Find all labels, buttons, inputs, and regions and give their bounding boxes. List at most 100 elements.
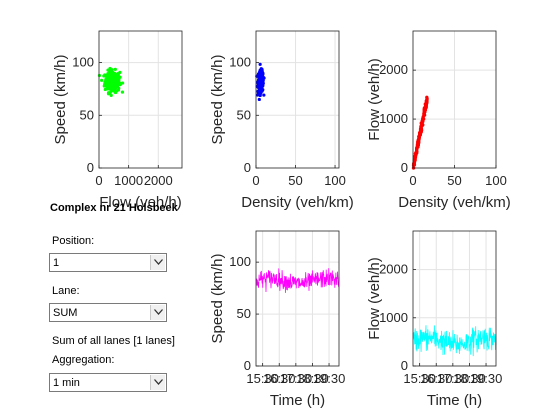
series-line <box>255 268 340 293</box>
x-tick-label: 2000 <box>144 173 173 188</box>
y-tick-label: 1000 <box>379 310 408 325</box>
position-dropdown[interactable]: 1 <box>49 253 167 272</box>
chevron-down-icon[interactable] <box>150 255 165 270</box>
x-tick-label: 19:30 <box>470 371 503 386</box>
y-tick-label: 0 <box>244 358 251 373</box>
data-point <box>419 128 423 132</box>
location-title: Complex nr 21 Holsbeek <box>50 202 178 214</box>
data-point <box>422 113 426 117</box>
x-axis-label: Time (h) <box>427 392 482 409</box>
plot-area <box>99 31 182 168</box>
chevron-down-icon[interactable] <box>150 305 165 320</box>
data-point <box>415 144 420 149</box>
data-point <box>97 73 102 78</box>
data-point <box>258 76 262 80</box>
data-point <box>258 93 262 98</box>
axes-box <box>255 230 340 367</box>
data-point <box>110 71 114 76</box>
x-axis-label: Density (veh/km) <box>241 194 354 211</box>
position-value: 1 <box>53 257 60 269</box>
x-tick-label: 17:30 <box>437 371 470 386</box>
x-tick-label: 0 <box>252 173 259 188</box>
data-point <box>418 130 422 135</box>
data-point <box>413 156 417 160</box>
y-axis-label: Speed (km/h) <box>209 54 226 144</box>
data-point <box>108 73 112 78</box>
x-tick-label: 15:30 <box>403 371 436 386</box>
plot-area <box>256 31 339 168</box>
data-point <box>260 77 265 81</box>
x-tick-label: 19:30 <box>313 371 346 386</box>
data-point <box>259 67 264 71</box>
data-point <box>417 135 422 140</box>
aggregation-value: 1 min <box>53 377 80 389</box>
data-point <box>412 162 416 167</box>
y-tick-label: 1000 <box>379 111 408 126</box>
data-point <box>117 82 121 86</box>
data-point <box>121 81 125 85</box>
x-tick-label: 100 <box>485 173 507 188</box>
axes-box <box>98 30 183 169</box>
data-point <box>258 79 262 83</box>
data-point <box>262 93 266 97</box>
data-point <box>104 73 108 77</box>
data-point <box>116 74 121 78</box>
data-point <box>109 93 113 98</box>
data-point <box>114 81 119 85</box>
x-tick-label: 100 <box>324 173 346 188</box>
y-tick-label: 100 <box>229 55 251 70</box>
axes-box <box>255 30 340 169</box>
lanes-summary: Sum of all lanes [1 lanes] <box>52 335 175 347</box>
chevron-down-icon[interactable] <box>150 375 165 390</box>
x-axis-label: Flow (veh/h) <box>99 194 182 211</box>
data-point <box>414 153 418 158</box>
data-point <box>114 76 118 80</box>
data-point <box>415 148 419 152</box>
data-point <box>258 62 262 66</box>
data-point <box>106 68 110 72</box>
data-point <box>116 88 121 92</box>
y-tick-label: 0 <box>87 160 94 175</box>
data-point <box>108 91 112 95</box>
chart-density-flow: 0 1000 2000 0 50 100 Density (veh/km) Flow (veh… <box>366 30 511 211</box>
y-tick-label: 100 <box>72 55 94 70</box>
data-point <box>113 67 117 72</box>
x-tick-label: 18:30 <box>453 371 486 386</box>
data-point <box>107 79 111 84</box>
plot-area <box>256 231 339 366</box>
data-point <box>417 133 422 137</box>
y-tick-label: 0 <box>401 358 408 373</box>
data-point <box>112 82 116 86</box>
data-point <box>103 82 107 86</box>
y-tick-label: 0 <box>244 160 251 175</box>
data-point <box>412 158 417 163</box>
data-point <box>258 81 262 86</box>
y-tick-label: 2000 <box>379 62 408 77</box>
data-point <box>111 75 115 79</box>
y-tick-label: 50 <box>237 306 251 321</box>
x-tick-label: 16:30 <box>420 371 453 386</box>
data-point <box>424 106 428 110</box>
x-axis-label: Density (veh/km) <box>398 194 511 211</box>
y-tick-label: 100 <box>229 254 251 269</box>
x-tick-label: 50 <box>447 173 461 188</box>
x-tick-label: 1000 <box>114 173 143 188</box>
aggregation-dropdown[interactable]: 1 min <box>49 373 167 392</box>
y-tick-label: 0 <box>401 160 408 175</box>
data-point <box>258 85 262 89</box>
data-point <box>422 110 426 114</box>
position-label: Position: <box>52 235 95 247</box>
axes-box <box>412 230 497 367</box>
lane-label: Lane: <box>52 285 80 297</box>
x-tick-label: 18:30 <box>296 371 329 386</box>
x-tick-label: 50 <box>288 173 302 188</box>
y-tick-label: 50 <box>237 107 251 122</box>
data-point <box>114 90 118 95</box>
lane-dropdown[interactable]: SUM <box>49 303 167 322</box>
y-tick-label: 50 <box>80 107 94 122</box>
x-tick-label: 0 <box>409 173 416 188</box>
